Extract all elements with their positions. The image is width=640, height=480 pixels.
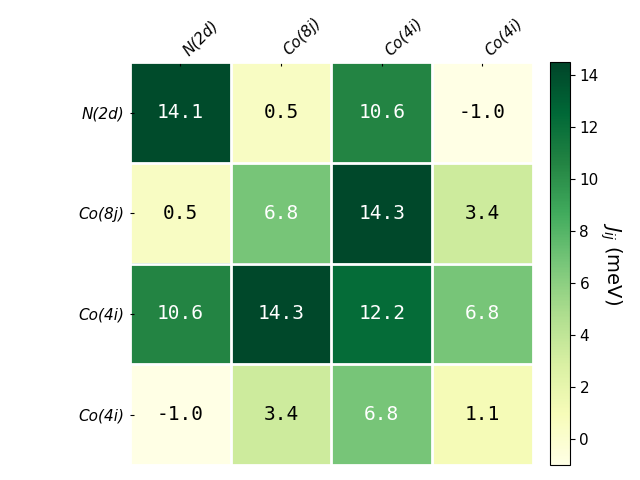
Text: 6.8: 6.8 xyxy=(264,204,299,223)
Text: -1.0: -1.0 xyxy=(459,103,506,122)
Text: 10.6: 10.6 xyxy=(157,304,204,324)
Text: 14.1: 14.1 xyxy=(157,103,204,122)
Text: -1.0: -1.0 xyxy=(157,405,204,424)
Text: 3.4: 3.4 xyxy=(465,204,500,223)
Text: 12.2: 12.2 xyxy=(358,304,405,324)
Text: 6.8: 6.8 xyxy=(364,405,399,424)
Text: 10.6: 10.6 xyxy=(358,103,405,122)
Y-axis label: $J_{ij}$ (meV): $J_{ij}$ (meV) xyxy=(598,222,624,305)
Text: 14.3: 14.3 xyxy=(358,204,405,223)
Text: 6.8: 6.8 xyxy=(465,304,500,324)
Text: 0.5: 0.5 xyxy=(264,103,299,122)
Text: 14.3: 14.3 xyxy=(257,304,305,324)
Text: 3.4: 3.4 xyxy=(264,405,299,424)
Text: 1.1: 1.1 xyxy=(465,405,500,424)
Text: 0.5: 0.5 xyxy=(163,204,198,223)
